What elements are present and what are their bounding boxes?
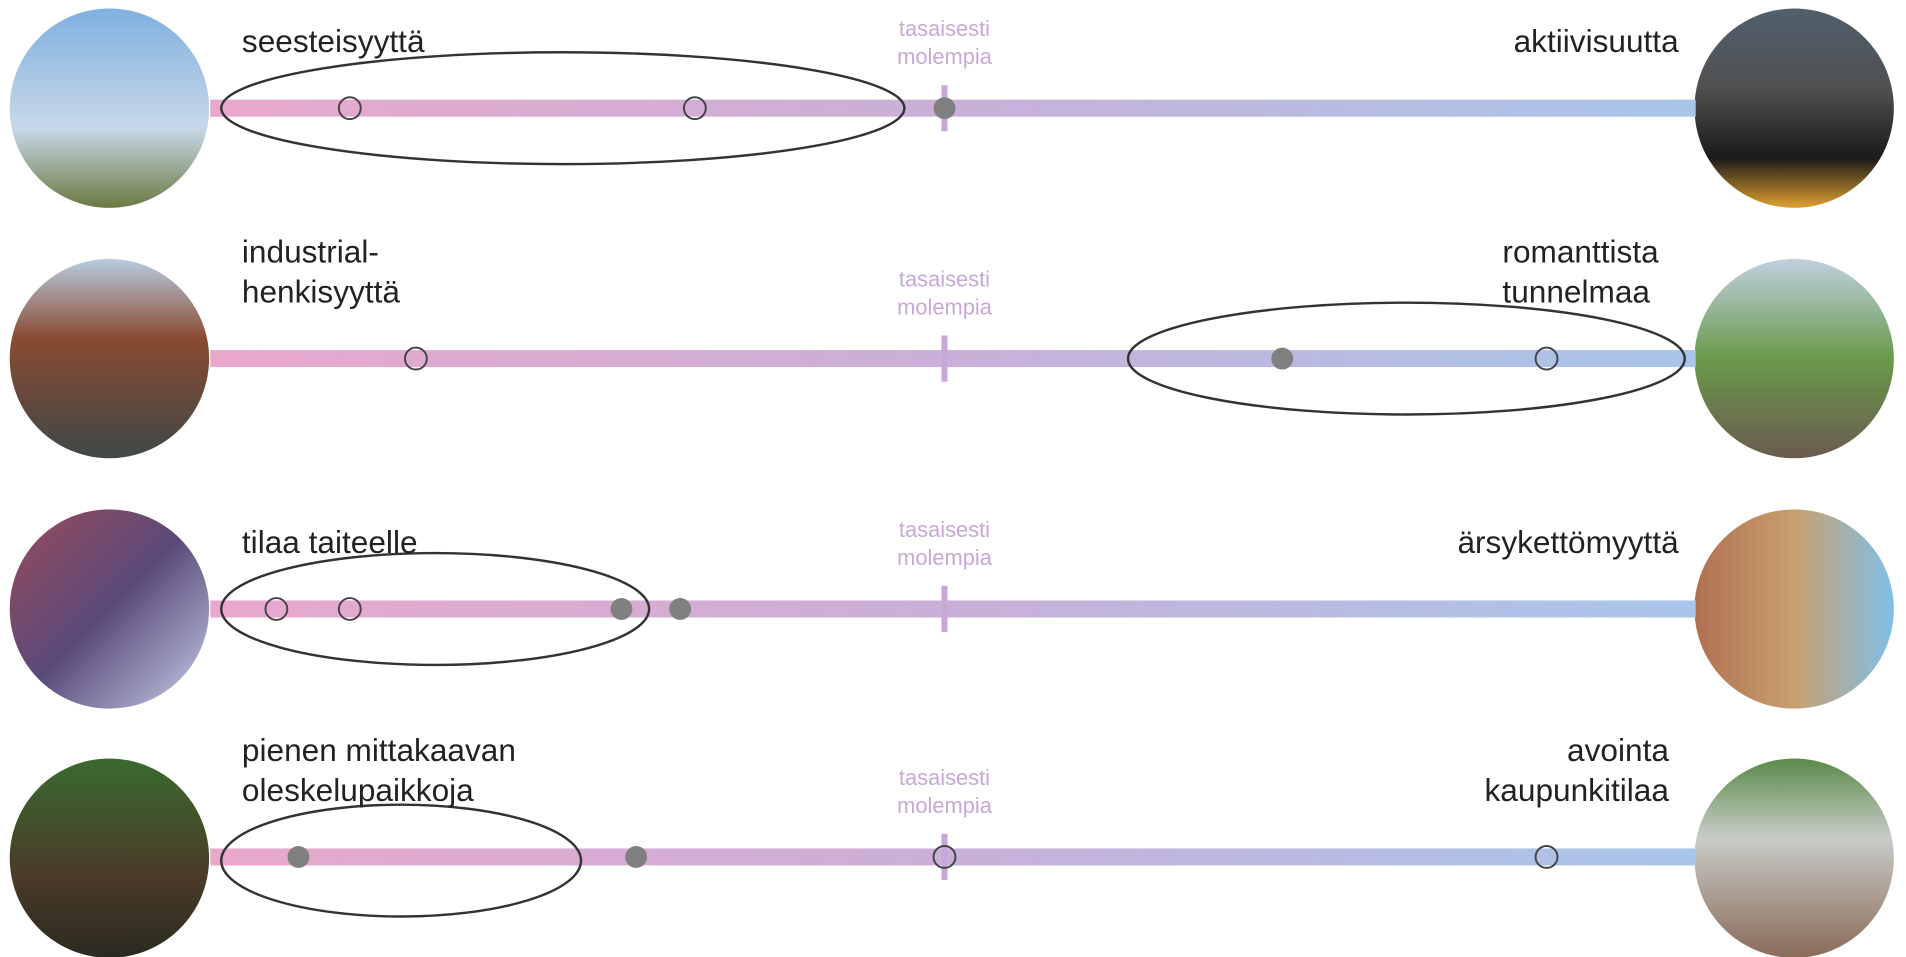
- photo: [1694, 8, 1894, 208]
- center-label: molempia: [897, 545, 993, 570]
- marker: [403, 346, 428, 371]
- left-label: seesteisyyttä: [242, 23, 425, 59]
- group-ellipse: [220, 51, 906, 166]
- center-label: tasaisesti: [899, 765, 990, 790]
- left-label: tilaa taiteelle: [242, 524, 418, 560]
- center-label: tasaisesti: [899, 267, 990, 292]
- marker: [682, 96, 707, 121]
- right-label: kaupunkitilaa: [1485, 772, 1670, 808]
- center-label: tasaisesti: [899, 517, 990, 542]
- marker: [287, 846, 310, 868]
- photo: [1694, 758, 1894, 957]
- center-label: molempia: [897, 295, 993, 320]
- marker: [610, 598, 633, 620]
- photo: [9, 258, 210, 459]
- marker: [337, 597, 362, 621]
- left-label: henkisyyttä: [242, 274, 400, 310]
- marker: [932, 845, 957, 869]
- marker: [1534, 346, 1559, 371]
- scale-bar: [210, 600, 1696, 618]
- left-label: industrial-: [242, 233, 379, 269]
- center-label: molempia: [897, 793, 993, 818]
- marker: [1534, 845, 1559, 869]
- marker: [337, 96, 362, 121]
- group-ellipse: [220, 551, 651, 667]
- photo: [9, 509, 210, 709]
- left-label: pienen mittakaavan: [242, 732, 516, 768]
- marker: [264, 597, 289, 621]
- right-label: ärsykettömyyttä: [1457, 524, 1679, 560]
- photo: [1694, 258, 1894, 459]
- photo: [9, 758, 210, 957]
- left-label: oleskelupaikkoja: [242, 772, 474, 808]
- center-label: molempia: [897, 44, 993, 69]
- labels: tasaisesti molempia seesteisyyttä aktiivisu…: [242, 16, 1679, 818]
- group-ellipse: [1126, 301, 1686, 416]
- groupings: [220, 51, 1686, 918]
- right-label: tunnelmaa: [1502, 274, 1650, 310]
- right-label: avointa: [1567, 732, 1669, 768]
- markers: [264, 96, 1559, 869]
- marker: [625, 846, 648, 868]
- center-label: tasaisesti: [899, 16, 990, 41]
- scale-bar: [210, 350, 1696, 368]
- marker: [1271, 347, 1294, 370]
- right-label: aktiivisuutta: [1514, 23, 1679, 59]
- photos: [9, 8, 1894, 957]
- photo: [9, 8, 210, 208]
- right-label: romanttista: [1502, 233, 1659, 269]
- marker: [933, 97, 956, 120]
- photo: [1694, 509, 1894, 709]
- group-ellipse: [220, 803, 583, 918]
- marker: [669, 598, 692, 620]
